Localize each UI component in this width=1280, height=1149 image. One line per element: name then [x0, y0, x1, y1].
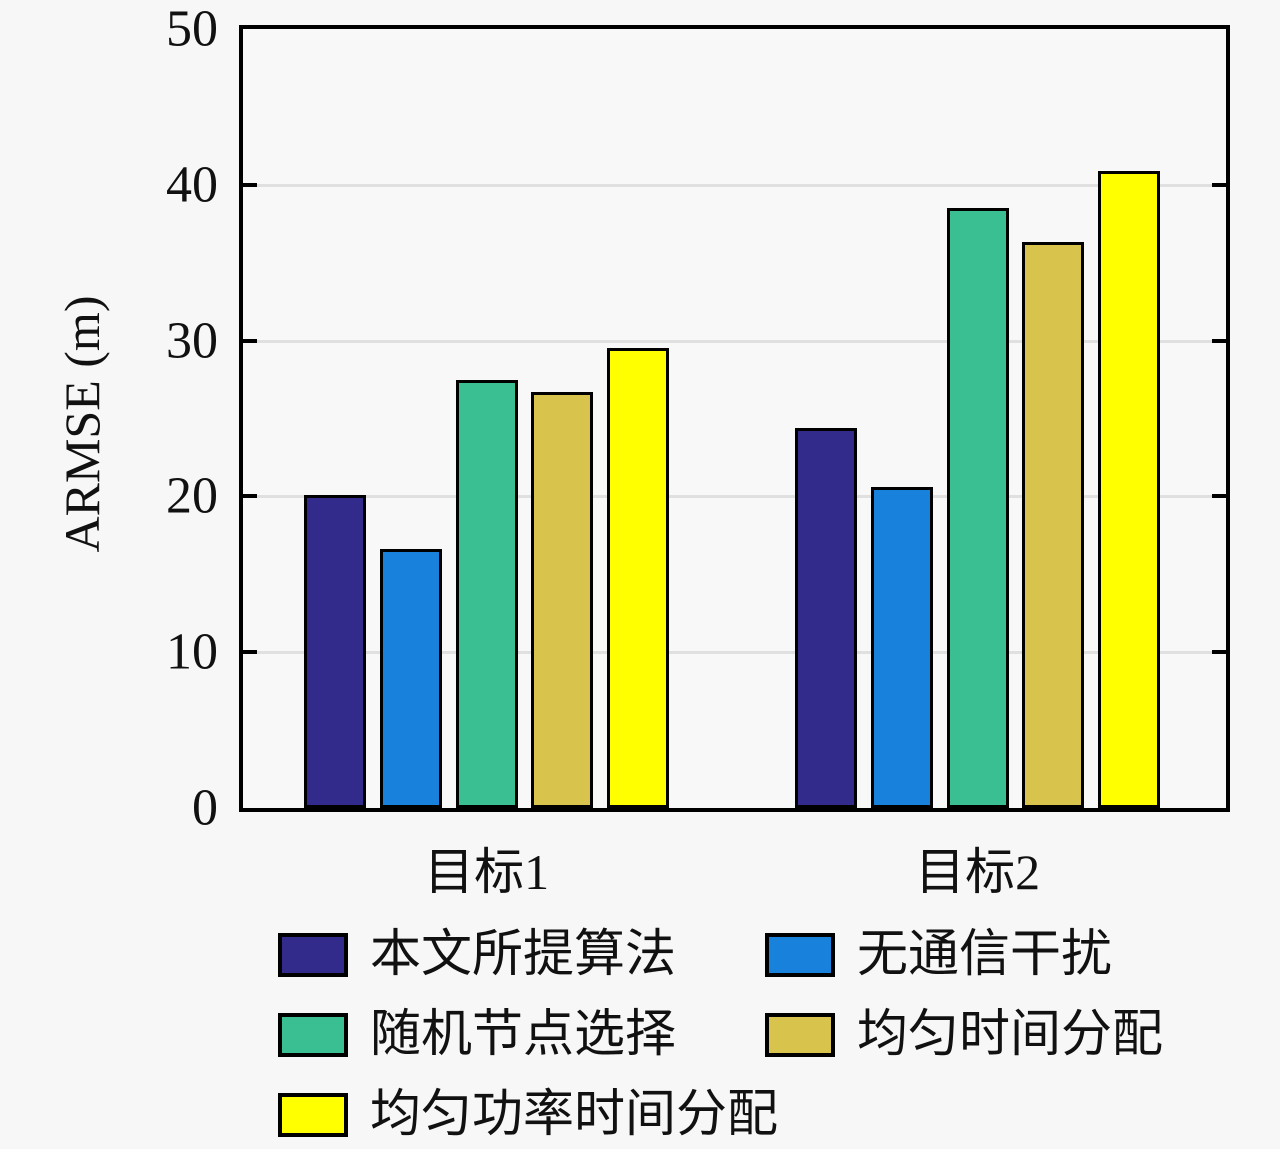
bar-2-category-2: [871, 487, 933, 808]
bar-4-category-2: [1022, 242, 1084, 808]
legend-item: 无通信干扰: [765, 926, 1218, 984]
y-tick-mark: [1212, 182, 1226, 187]
y-tick-mark: [1212, 650, 1226, 655]
bar-2-category-1: [380, 549, 442, 808]
y-tick-mark: [1212, 338, 1226, 343]
y-tick-mark: [243, 338, 257, 343]
bar-5-category-1: [607, 348, 669, 808]
y-tick-label: 0: [192, 779, 218, 837]
legend-item: 均匀时间分配: [765, 1006, 1218, 1064]
y-tick-label: 20: [166, 467, 218, 525]
plot-area: [239, 25, 1230, 812]
y-tick-label: 50: [166, 0, 218, 58]
legend-item: 均匀功率时间分配: [278, 1086, 778, 1144]
y-tick-label: 40: [166, 156, 218, 214]
x-category-label: 目标2: [915, 844, 1041, 900]
bar-1-category-1: [304, 495, 366, 808]
legend-label: 无通信干扰: [857, 926, 1113, 983]
legend-swatch: [765, 933, 835, 977]
bar-5-category-2: [1098, 171, 1160, 808]
y-tick-label: 10: [166, 623, 218, 681]
legend-label: 均匀时间分配: [857, 1006, 1164, 1063]
legend-swatch: [278, 933, 348, 977]
gridline: [243, 183, 1226, 187]
legend-label: 随机节点选择: [370, 1006, 677, 1063]
bar-1-category-2: [795, 428, 857, 808]
y-tick-mark: [1212, 494, 1226, 499]
legend-swatch: [765, 1013, 835, 1057]
gridline: [243, 495, 1226, 499]
legend-item: 随机节点选择: [278, 1006, 765, 1064]
x-category-label: 目标1: [424, 844, 550, 900]
gridline: [243, 339, 1226, 343]
gridline: [243, 651, 1226, 655]
y-tick-mark: [243, 182, 257, 187]
bar-3-category-2: [947, 208, 1009, 808]
legend-label: 均匀功率时间分配: [370, 1086, 779, 1143]
y-tick-label: 30: [166, 312, 218, 370]
y-tick-mark: [243, 494, 257, 499]
legend-swatch: [278, 1013, 348, 1057]
legend-swatch: [278, 1093, 348, 1137]
y-tick-mark: [243, 650, 257, 655]
legend-label: 本文所提算法: [370, 926, 677, 983]
legend-item: 本文所提算法: [278, 926, 765, 984]
legend: 本文所提算法 无通信干扰随机节点选择 均匀时间分配均匀功率时间分配: [278, 926, 1218, 1144]
bar-4-category-1: [531, 392, 593, 808]
bar-3-category-1: [456, 380, 518, 808]
